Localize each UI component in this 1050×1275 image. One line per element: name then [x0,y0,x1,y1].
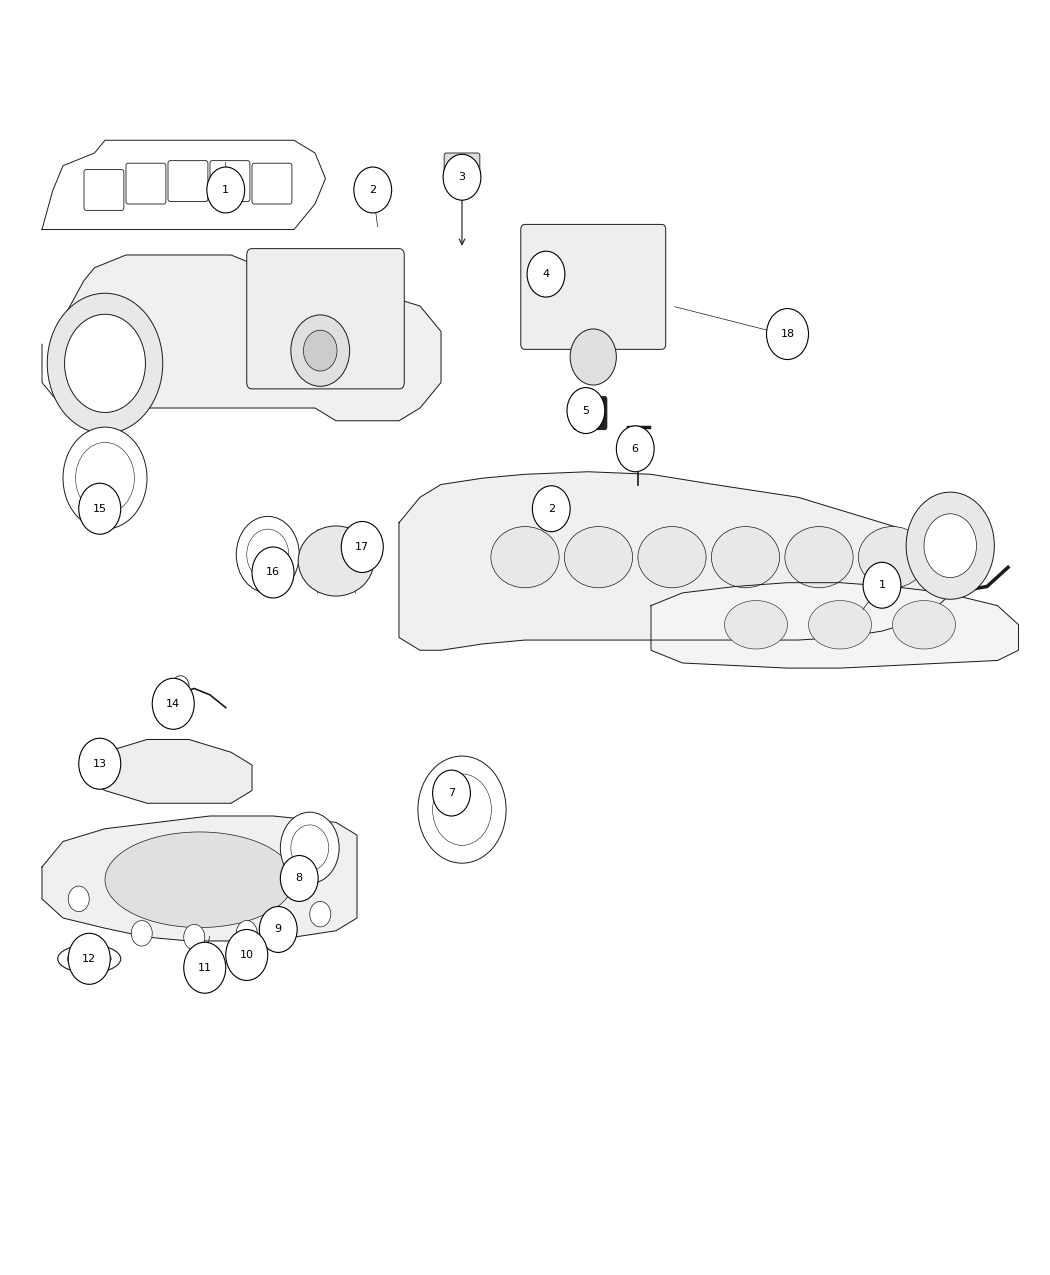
Text: 11: 11 [197,963,212,973]
Text: 5: 5 [583,405,589,416]
Circle shape [131,921,152,946]
Circle shape [443,154,481,200]
Circle shape [433,770,470,816]
FancyBboxPatch shape [168,161,208,201]
Text: 1: 1 [223,185,229,195]
Circle shape [207,167,245,213]
FancyBboxPatch shape [247,249,404,389]
Text: 2: 2 [370,185,376,195]
Ellipse shape [491,527,559,588]
Text: 13: 13 [92,759,107,769]
FancyBboxPatch shape [126,163,166,204]
Circle shape [924,514,976,578]
Ellipse shape [298,525,374,595]
Circle shape [616,426,654,472]
Text: 14: 14 [166,699,181,709]
Circle shape [303,330,337,371]
Circle shape [259,907,297,952]
Circle shape [570,329,616,385]
Text: 9: 9 [275,924,281,935]
Circle shape [184,924,205,950]
Ellipse shape [808,601,871,649]
Circle shape [94,759,116,784]
Circle shape [766,309,808,360]
FancyBboxPatch shape [84,170,124,210]
Circle shape [79,738,121,789]
Circle shape [172,676,189,696]
Text: 17: 17 [355,542,370,552]
Circle shape [184,942,226,993]
Circle shape [906,492,994,599]
Circle shape [152,678,194,729]
Text: 4: 4 [543,269,549,279]
FancyBboxPatch shape [210,161,250,201]
FancyBboxPatch shape [444,153,480,181]
Circle shape [354,167,392,213]
Polygon shape [651,583,1018,668]
Circle shape [63,427,147,529]
Text: 1: 1 [879,580,885,590]
Ellipse shape [859,527,926,588]
Polygon shape [84,740,252,803]
Circle shape [291,825,329,871]
Circle shape [341,521,383,572]
Text: 10: 10 [239,950,254,960]
Circle shape [79,483,121,534]
Circle shape [65,315,145,413]
Polygon shape [42,816,357,941]
Circle shape [280,812,339,884]
Circle shape [527,251,565,297]
Circle shape [236,921,257,946]
Circle shape [532,486,570,532]
Ellipse shape [58,945,121,973]
Text: 15: 15 [92,504,107,514]
Circle shape [863,562,901,608]
FancyBboxPatch shape [252,163,292,204]
Ellipse shape [565,527,632,588]
Circle shape [567,388,605,434]
Circle shape [68,886,89,912]
Text: 8: 8 [296,873,302,884]
Ellipse shape [712,527,779,588]
Text: 2: 2 [548,504,554,514]
Circle shape [236,516,299,593]
FancyBboxPatch shape [521,224,666,349]
Text: 16: 16 [266,567,280,578]
Ellipse shape [638,527,706,588]
Circle shape [47,293,163,434]
Circle shape [68,933,110,984]
Circle shape [226,929,268,980]
Ellipse shape [67,951,111,966]
Text: 7: 7 [448,788,455,798]
Circle shape [418,756,506,863]
Text: 18: 18 [780,329,795,339]
Circle shape [433,774,491,845]
Circle shape [291,315,350,386]
Circle shape [252,547,294,598]
FancyBboxPatch shape [573,397,607,430]
Polygon shape [399,472,945,650]
Text: 12: 12 [82,954,97,964]
Text: 6: 6 [632,444,638,454]
Ellipse shape [105,833,294,928]
Polygon shape [63,255,441,421]
Text: 3: 3 [459,172,465,182]
Circle shape [247,529,289,580]
Circle shape [310,901,331,927]
Ellipse shape [724,601,788,649]
Circle shape [76,442,134,514]
Ellipse shape [785,527,853,588]
Circle shape [280,856,318,901]
Ellipse shape [892,601,956,649]
